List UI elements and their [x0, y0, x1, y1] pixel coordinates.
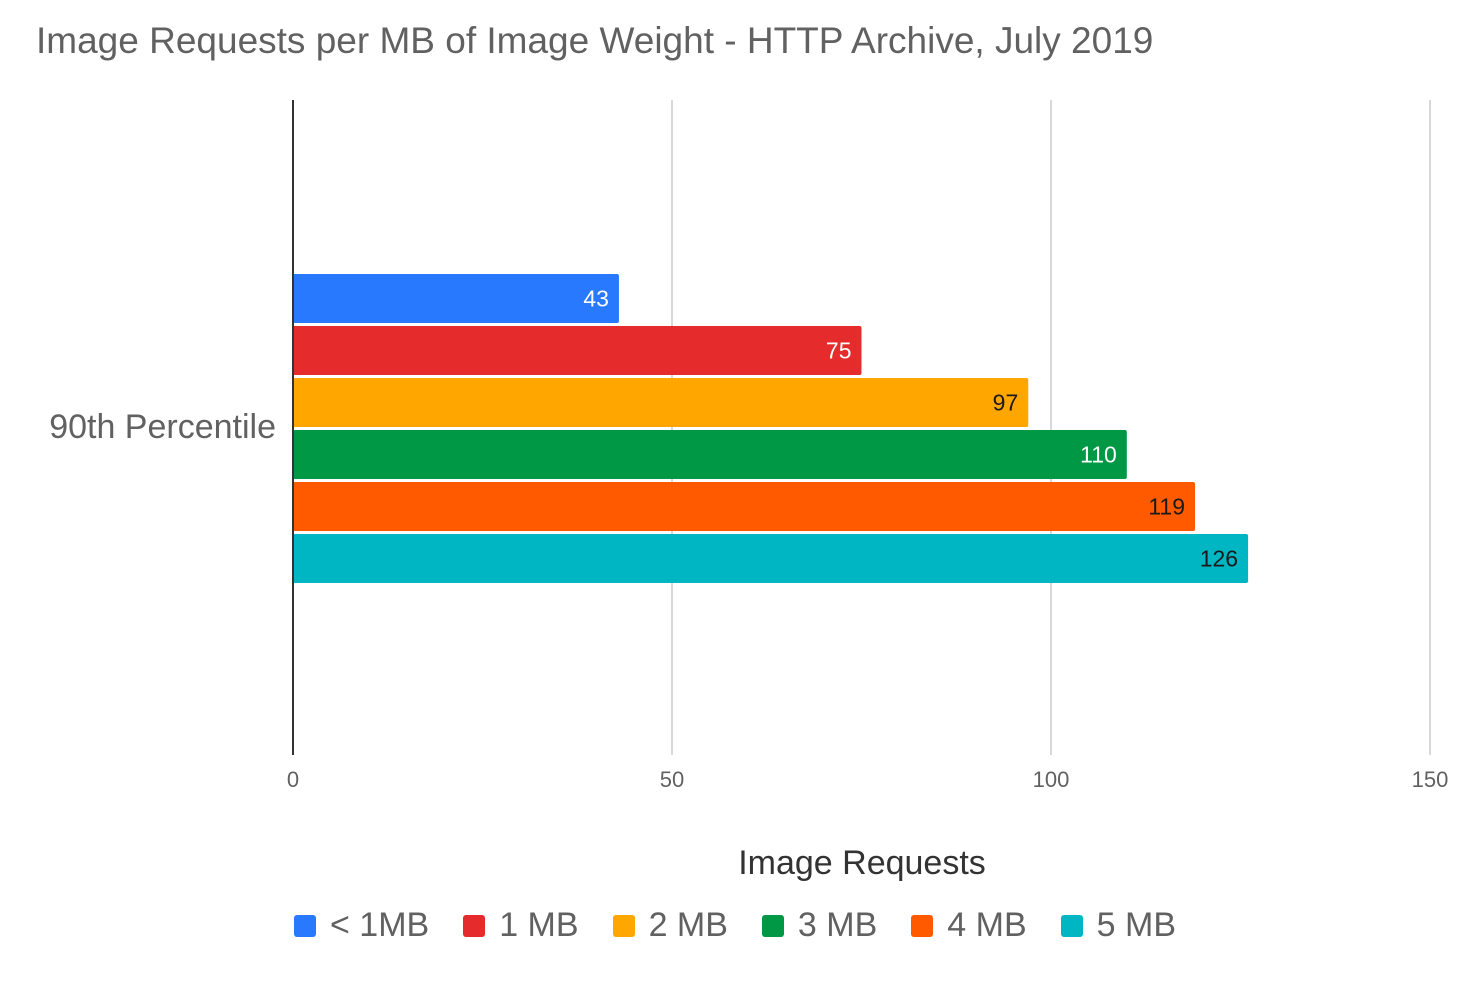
legend-item: 3 MB: [761, 906, 878, 945]
bar: [293, 534, 1249, 583]
bar-value-label: 119: [1148, 494, 1185, 520]
legend-label: 1 MB: [499, 906, 579, 944]
x-tick-labels: 0 50 100 150: [287, 767, 1448, 792]
legend-swatch: [911, 914, 934, 937]
x-tick-label: 150: [1412, 767, 1449, 792]
legend-item: 2 MB: [612, 906, 728, 945]
legend-swatch: [293, 914, 316, 937]
chart-title: Image Requests per MB of Image Weight - …: [36, 20, 1154, 61]
x-tick-label: 0: [287, 767, 299, 792]
legend-swatch: [761, 914, 784, 937]
gridlines: [671, 100, 1431, 755]
legend-label: < 1MB: [329, 906, 430, 944]
legend-label: 2 MB: [648, 906, 728, 944]
legend: < 1MB 1 MB 2 MB 3 MB 4 MB 5 MB: [0, 906, 1470, 945]
bar-value-label: 110: [1080, 442, 1117, 468]
legend-label: 5 MB: [1096, 906, 1176, 944]
bar: [293, 326, 862, 375]
legend-item: < 1MB: [293, 906, 430, 945]
legend-item: 1 MB: [463, 906, 579, 945]
x-axis-label: Image Requests: [738, 844, 986, 882]
bar-value-label: 43: [583, 286, 609, 312]
bar-value-label: 97: [993, 390, 1019, 416]
legend-item: 4 MB: [911, 906, 1027, 945]
x-tick-label: 100: [1033, 767, 1070, 792]
legend-swatch: [612, 914, 635, 937]
bar: [293, 430, 1127, 479]
legend-swatch: [463, 914, 486, 937]
bar: [293, 378, 1029, 427]
bar-value-label: 75: [826, 338, 852, 364]
x-tick-label: 50: [660, 767, 684, 792]
bar: [293, 482, 1196, 531]
bar-value-label: 126: [1200, 546, 1238, 572]
legend-label: 4 MB: [947, 906, 1027, 944]
legend-item: 5 MB: [1060, 906, 1176, 945]
legend-swatch: [1060, 914, 1083, 937]
bar: [293, 274, 619, 323]
category-label: 90th Percentile: [49, 408, 276, 446]
legend-label: 3 MB: [797, 906, 878, 944]
bars: 43 75 97 110 119 126: [293, 274, 1249, 583]
